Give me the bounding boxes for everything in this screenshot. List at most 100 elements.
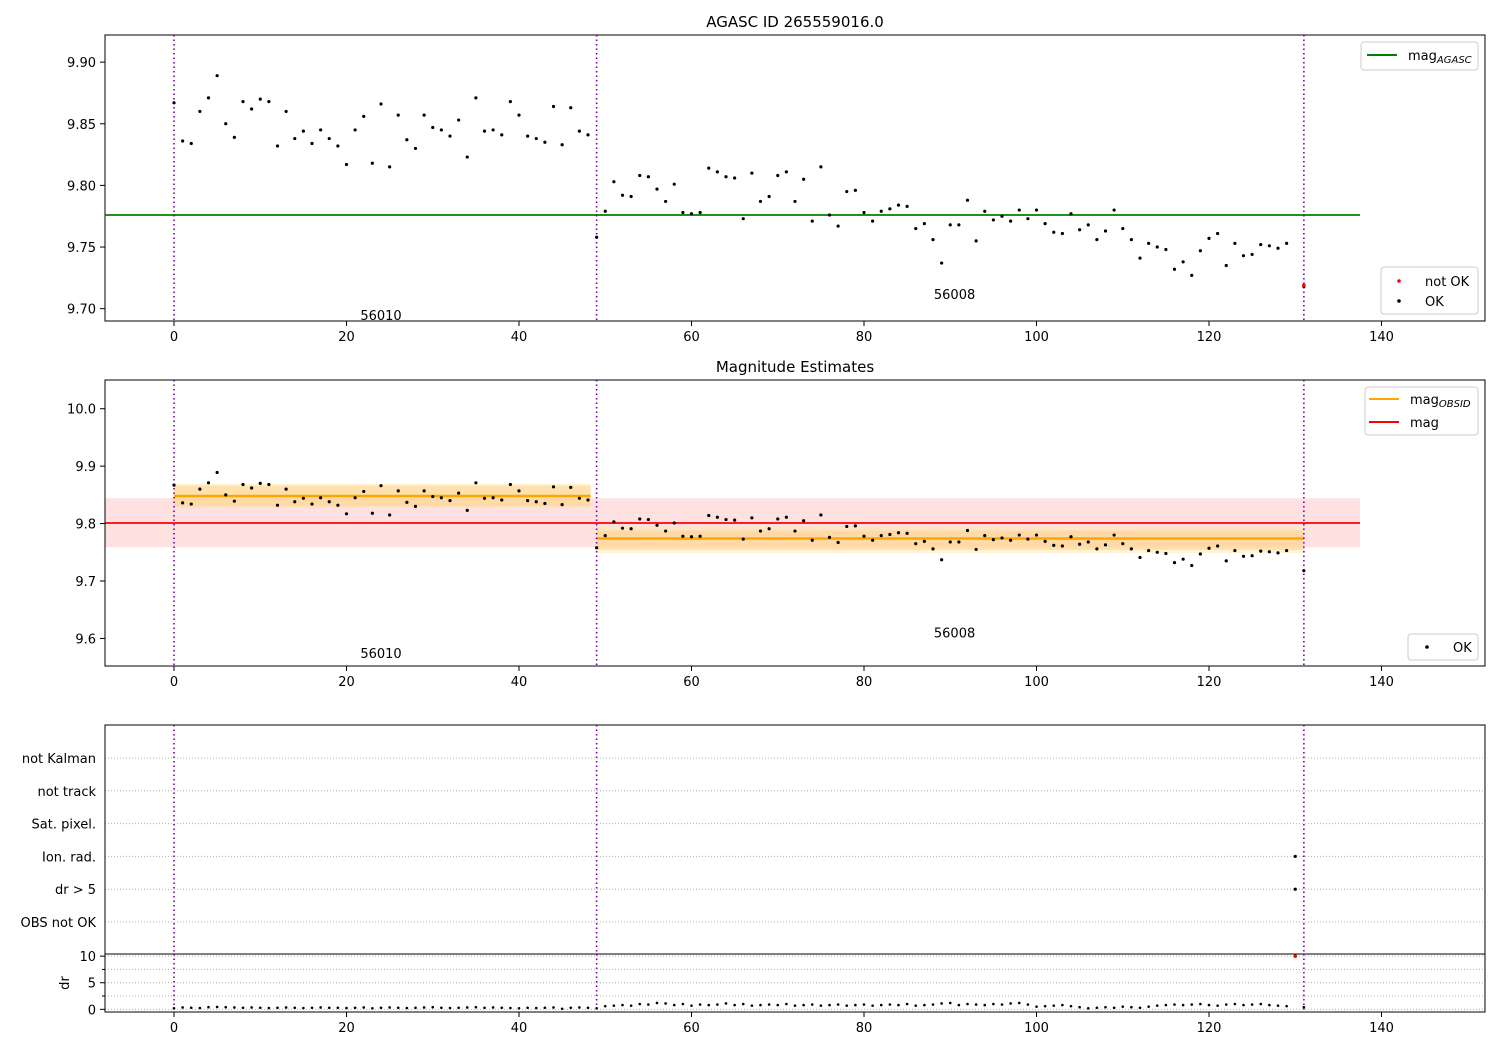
dr-point xyxy=(543,1006,547,1010)
middle-point xyxy=(1052,543,1056,547)
top-point xyxy=(664,199,668,204)
dr-point xyxy=(371,1006,374,1010)
top-legend-label: not OK xyxy=(1425,275,1470,290)
middle-point xyxy=(379,484,383,488)
dr-point xyxy=(560,1007,564,1011)
top-point xyxy=(879,209,883,213)
top-point xyxy=(310,141,314,146)
middle-point xyxy=(422,489,426,493)
top-point xyxy=(551,104,556,109)
middle-point xyxy=(465,508,469,512)
dr-point xyxy=(1130,1005,1133,1009)
top-y-tick-label: 9.85 xyxy=(67,118,96,133)
top-point xyxy=(1216,231,1220,236)
dr-point xyxy=(1302,1005,1306,1009)
top-point xyxy=(655,187,659,191)
top-point xyxy=(793,199,797,204)
top-point xyxy=(991,218,995,222)
middle-point xyxy=(526,499,530,503)
middle-point xyxy=(1086,540,1090,544)
dr-point xyxy=(603,1004,607,1008)
dr-x-tick-label: 20 xyxy=(338,1021,355,1036)
middle-x-tick-label: 100 xyxy=(1024,675,1049,690)
middle-point xyxy=(491,496,495,500)
dr-point xyxy=(491,1006,495,1009)
dr-point xyxy=(733,1003,736,1007)
middle-point xyxy=(871,538,875,542)
top-point xyxy=(905,204,909,208)
top-point xyxy=(457,118,461,122)
dr-point xyxy=(336,1006,340,1010)
mag-obsid-band-inner xyxy=(596,530,1304,550)
middle-point xyxy=(655,523,659,527)
dr-point xyxy=(1095,1006,1099,1010)
dr-point xyxy=(267,1006,271,1010)
middle-point xyxy=(344,512,349,516)
middle-point xyxy=(1129,547,1133,551)
top-point xyxy=(758,199,763,204)
dr-y-tick-label: 5 xyxy=(88,977,96,992)
top-point xyxy=(767,194,771,199)
top-point xyxy=(672,182,676,186)
dr-point xyxy=(250,1006,253,1009)
dr-point xyxy=(1086,1006,1090,1010)
top-y-tick-label: 9.90 xyxy=(67,56,96,71)
dr-point xyxy=(465,1006,469,1009)
middle-point xyxy=(1017,533,1021,537)
middle-point xyxy=(215,470,219,475)
middle-point xyxy=(396,489,400,493)
top-point xyxy=(819,165,823,169)
middle-point xyxy=(1276,551,1280,555)
dr-x-tick-label: 80 xyxy=(856,1021,873,1036)
dr-point xyxy=(224,1005,228,1009)
middle-point xyxy=(1207,546,1211,550)
top-x-tick-label: 20 xyxy=(338,330,355,345)
dr-point xyxy=(1190,1003,1194,1006)
middle-point xyxy=(1302,569,1306,573)
dr-point xyxy=(776,1003,780,1007)
top-point xyxy=(1224,263,1228,268)
top-point xyxy=(327,136,331,141)
dr-point xyxy=(345,1006,348,1010)
middle-point xyxy=(1026,537,1030,541)
top-point xyxy=(1164,247,1168,252)
middle-point xyxy=(1198,552,1202,556)
dr-point xyxy=(483,1006,486,1010)
middle-point xyxy=(1181,557,1185,561)
middle-point xyxy=(965,528,970,533)
top-point xyxy=(362,114,366,118)
top-point xyxy=(224,122,228,126)
middle-point xyxy=(1138,555,1142,560)
top-point xyxy=(301,129,305,133)
top-point xyxy=(733,176,737,180)
middle-point xyxy=(577,496,581,500)
middle-point xyxy=(232,499,236,503)
middle-point xyxy=(784,515,788,519)
middle-point xyxy=(698,534,702,538)
top-point xyxy=(267,99,271,104)
dr-ylabel: dr xyxy=(58,976,73,990)
top-point xyxy=(983,209,987,213)
dr-point xyxy=(198,1006,202,1010)
top-legend-lower xyxy=(1380,266,1479,315)
top-x-tick-label: 60 xyxy=(683,330,700,345)
middle-y-tick-label: 9.8 xyxy=(75,518,96,533)
middle-point xyxy=(724,517,728,522)
dr-y-tick-label: 0 xyxy=(88,1003,96,1018)
middle-point xyxy=(370,511,374,515)
middle-y-tick-label: 9.6 xyxy=(75,632,96,647)
middle-point xyxy=(250,486,254,490)
middle-point xyxy=(750,516,754,520)
dr-point xyxy=(500,1006,504,1010)
dr-point xyxy=(1147,1005,1150,1008)
dr-point xyxy=(612,1004,616,1007)
dr-point xyxy=(810,1003,814,1006)
top-point xyxy=(1112,208,1116,212)
top-point xyxy=(948,223,952,227)
middle-point xyxy=(405,500,409,504)
middle-x-tick-label: 80 xyxy=(856,675,873,690)
top-point xyxy=(388,165,392,169)
flags-category-label: dr > 5 xyxy=(55,883,96,898)
middle-point xyxy=(1043,539,1047,543)
top-point xyxy=(862,210,866,215)
